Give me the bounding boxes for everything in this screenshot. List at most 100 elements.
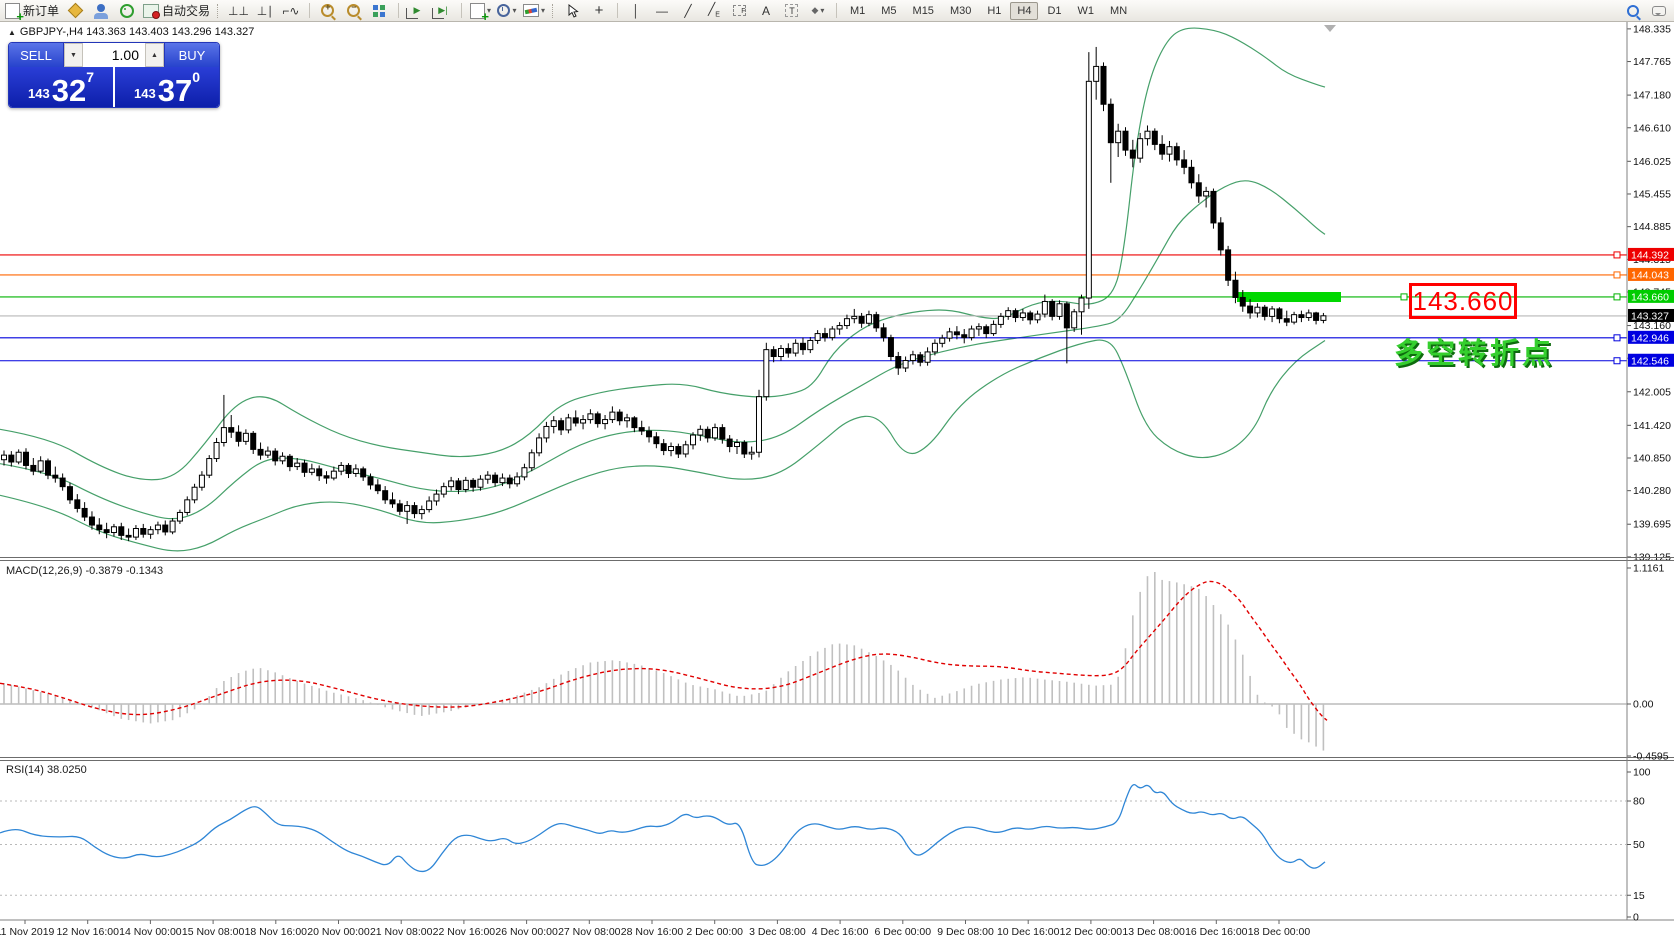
volume-increase-button[interactable]: ▲ xyxy=(145,43,164,67)
timeframe-H1[interactable]: H1 xyxy=(987,4,1002,17)
line-handle[interactable] xyxy=(1613,271,1621,279)
autotrading-button[interactable]: 自动交易 xyxy=(141,2,212,20)
turning-point-note[interactable]: 多空转折点 xyxy=(1394,338,1555,370)
candle-body xyxy=(1298,314,1305,319)
bar-chart-button[interactable]: ⊥⊥ xyxy=(226,2,251,20)
candle-chart-button[interactable]: ⊥∣ xyxy=(253,2,277,20)
sell-button[interactable]: SELL xyxy=(9,43,63,67)
candle-body xyxy=(264,450,271,456)
time-tick-label[interactable]: 6 Dec 00:00 xyxy=(874,926,931,938)
time-tick-label[interactable]: 13 Dec 08:00 xyxy=(1122,926,1185,938)
chevron-down-icon: ▾ xyxy=(820,6,825,15)
timeframe-D1[interactable]: D1 xyxy=(1047,4,1062,17)
text-button[interactable]: A xyxy=(754,2,778,20)
candle-body xyxy=(455,480,462,491)
time-tick-label[interactable]: 16 Dec 16:00 xyxy=(1185,926,1248,938)
time-tick-label[interactable]: 28 Nov 16:00 xyxy=(621,926,684,938)
chevron-down-icon: ▾ xyxy=(540,6,545,15)
channel-button[interactable]: ╱E xyxy=(702,2,726,20)
time-tick-label[interactable]: 18 Dec 00:00 xyxy=(1248,926,1311,938)
volume-input[interactable] xyxy=(83,43,145,67)
line-handle[interactable] xyxy=(1613,251,1621,259)
zoom-out-button[interactable]: − xyxy=(342,2,366,20)
candle-body xyxy=(440,486,447,495)
time-tick-label[interactable]: 20 Nov 00:00 xyxy=(307,926,370,938)
time-tick-label[interactable]: 26 Nov 00:00 xyxy=(495,926,558,938)
timeframe-M5[interactable]: M5 xyxy=(881,4,897,17)
collapse-arrow-icon[interactable]: ▲ xyxy=(8,28,16,37)
candle-body xyxy=(382,490,389,501)
time-tick-label[interactable]: 11 Nov 2019 xyxy=(0,926,55,938)
candle-body xyxy=(565,417,572,431)
auto-scroll-button[interactable]: ▶ xyxy=(405,2,429,20)
candle-body xyxy=(506,477,513,485)
timeframe-M1[interactable]: M1 xyxy=(849,4,866,17)
rsi-pane xyxy=(0,784,1627,896)
text-label-button[interactable]: T xyxy=(780,2,804,20)
line-handle[interactable] xyxy=(1400,293,1408,301)
line-handle[interactable] xyxy=(1613,334,1621,342)
candle-body xyxy=(404,505,411,512)
volume-decrease-button[interactable]: ▼ xyxy=(64,43,83,67)
line-handle[interactable] xyxy=(1613,293,1621,301)
candle-body xyxy=(1305,312,1312,319)
time-tick-label[interactable]: 9 Dec 08:00 xyxy=(937,926,994,938)
timeframe-MN[interactable]: MN xyxy=(1110,4,1128,17)
indicators-button[interactable]: ▾ xyxy=(521,2,547,20)
community-button[interactable] xyxy=(89,2,113,20)
time-tick-label[interactable]: 10 Dec 16:00 xyxy=(997,926,1060,938)
time-tick-label[interactable]: 21 Nov 08:00 xyxy=(370,926,433,938)
candle-body xyxy=(118,526,125,536)
chevron-down-icon: ▾ xyxy=(512,6,517,15)
time-tick-label[interactable]: 27 Nov 08:00 xyxy=(558,926,621,938)
search-button[interactable] xyxy=(1621,2,1645,20)
line-chart-button[interactable]: ⌐∿ xyxy=(279,2,303,20)
cursor-button[interactable] xyxy=(561,2,585,20)
hline-button[interactable]: — xyxy=(650,2,674,20)
signals-button[interactable] xyxy=(115,2,139,20)
timeframe-M30[interactable]: M30 xyxy=(949,4,972,17)
shift-marker-icon xyxy=(1324,25,1336,32)
time-tick-label[interactable]: 12 Dec 00:00 xyxy=(1060,926,1123,938)
chat-button[interactable] xyxy=(1647,2,1671,20)
time-tick-label[interactable]: 12 Nov 16:00 xyxy=(56,926,119,938)
buy-button[interactable]: BUY xyxy=(165,43,219,67)
sell-price[interactable]: 143 32 7 xyxy=(9,67,113,107)
rsi-tick-label: 80 xyxy=(1633,796,1645,808)
crosshair-button[interactable]: + xyxy=(587,2,611,20)
candle-body xyxy=(1056,303,1063,317)
time-tick-label[interactable]: 4 Dec 16:00 xyxy=(812,926,869,938)
time-tick-label[interactable]: 22 Nov 16:00 xyxy=(433,926,496,938)
candle-body xyxy=(1276,308,1283,320)
candle-body xyxy=(323,475,330,479)
vline-button[interactable]: │ xyxy=(624,2,648,20)
line-handle[interactable] xyxy=(1613,357,1621,365)
shapes-button[interactable]: ◆ ▾ xyxy=(806,2,830,20)
candle-body xyxy=(448,480,455,488)
profiles-button[interactable]: ▾ xyxy=(495,2,519,20)
bollinger-lower-band xyxy=(0,339,1326,552)
new-chart-button[interactable]: ▾ xyxy=(468,2,493,24)
time-tick-label[interactable]: 15 Nov 08:00 xyxy=(182,926,245,938)
candle-body xyxy=(462,479,469,491)
timeframe-H4[interactable]: H4 xyxy=(1010,1,1039,20)
timeframe-M15[interactable]: M15 xyxy=(912,4,934,17)
new-order-button[interactable]: 新订单 xyxy=(3,2,61,24)
highlight-bar[interactable] xyxy=(1237,292,1341,302)
timeframe-W1[interactable]: W1 xyxy=(1077,4,1095,17)
time-tick-label[interactable]: 18 Nov 16:00 xyxy=(245,926,308,938)
time-tick-label[interactable]: 3 Dec 08:00 xyxy=(749,926,806,938)
channel-icon: ╱E xyxy=(708,1,720,19)
time-tick-label[interactable]: 14 Nov 00:00 xyxy=(119,926,182,938)
candle-body xyxy=(690,434,697,446)
tile-windows-button[interactable] xyxy=(368,2,392,20)
buy-price[interactable]: 143 37 0 xyxy=(115,67,219,107)
trendline-button[interactable]: ╱ xyxy=(676,2,700,20)
time-tick-label[interactable]: 2 Dec 00:00 xyxy=(686,926,743,938)
price-note-box[interactable]: 143.660 xyxy=(1409,283,1517,319)
chart-shift-button[interactable]: ▶| xyxy=(431,2,455,20)
zoom-in-button[interactable]: + xyxy=(316,2,340,20)
buy-price-base: 143 xyxy=(134,86,156,101)
fibonacci-button[interactable]: F xyxy=(728,2,752,20)
